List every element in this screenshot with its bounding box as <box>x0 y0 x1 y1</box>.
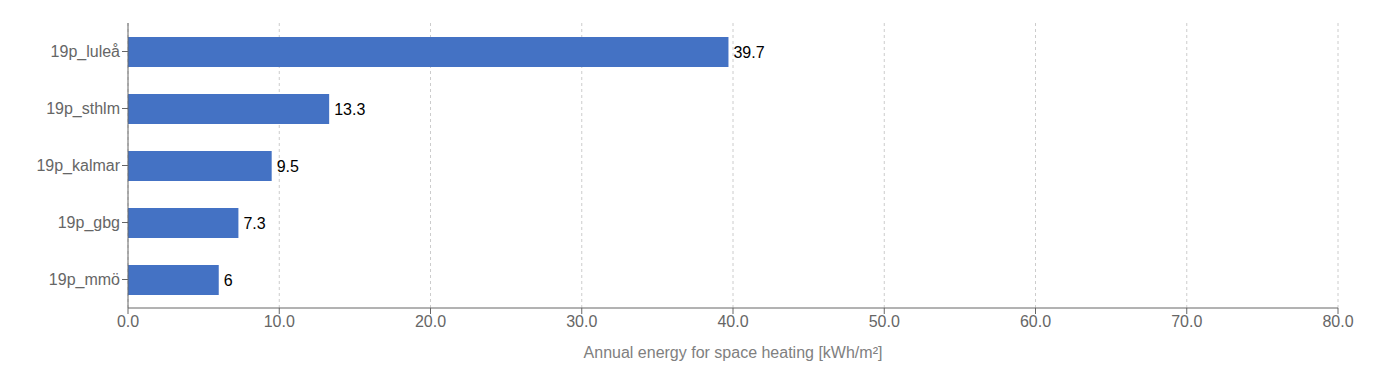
svg-text:70.0: 70.0 <box>1171 313 1202 330</box>
svg-text:6: 6 <box>224 272 233 289</box>
svg-text:19p_luleå: 19p_luleå <box>51 43 121 61</box>
svg-text:80.0: 80.0 <box>1322 313 1353 330</box>
svg-text:7.3: 7.3 <box>243 215 265 232</box>
svg-text:0.0: 0.0 <box>117 313 139 330</box>
svg-text:13.3: 13.3 <box>334 101 365 118</box>
svg-text:50.0: 50.0 <box>869 313 900 330</box>
svg-text:30.0: 30.0 <box>566 313 597 330</box>
svg-text:40.0: 40.0 <box>717 313 748 330</box>
svg-text:19p_sthlm: 19p_sthlm <box>46 100 120 118</box>
svg-text:19p_kalmar: 19p_kalmar <box>36 157 120 175</box>
svg-text:39.7: 39.7 <box>733 44 764 61</box>
svg-text:60.0: 60.0 <box>1020 313 1051 330</box>
svg-text:19p_gbg: 19p_gbg <box>58 214 120 232</box>
svg-text:10.0: 10.0 <box>264 313 295 330</box>
svg-text:Annual energy for space heatin: Annual energy for space heating [kWh/m²] <box>584 344 883 361</box>
svg-text:19p_mmö: 19p_mmö <box>49 271 120 289</box>
svg-text:9.5: 9.5 <box>277 158 299 175</box>
svg-text:20.0: 20.0 <box>415 313 446 330</box>
